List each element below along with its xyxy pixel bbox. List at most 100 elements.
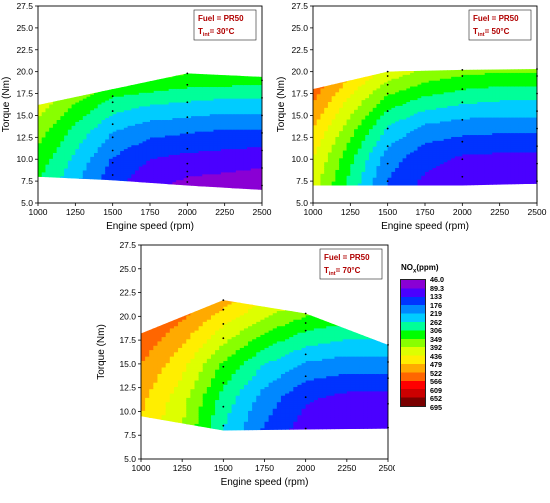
contour-cell xyxy=(150,186,154,189)
contour-cell xyxy=(124,83,128,86)
contour-cell xyxy=(64,81,68,84)
contour-cell xyxy=(113,79,117,82)
contour-cell xyxy=(116,182,120,185)
contour-cell xyxy=(45,188,49,191)
contour-cell xyxy=(113,83,117,86)
contour-cell xyxy=(146,75,150,78)
contour-cell xyxy=(105,180,109,183)
contour-cell xyxy=(328,75,332,78)
contour-cell xyxy=(391,69,395,72)
data-point xyxy=(112,150,114,152)
contour-cell xyxy=(165,186,169,189)
contour-cell xyxy=(57,75,61,78)
contour-cell xyxy=(83,178,87,181)
y-tick-label: 12.5 xyxy=(16,132,33,142)
contour-cell xyxy=(42,188,46,191)
contour-cell xyxy=(320,79,324,82)
contour-cell xyxy=(120,180,124,183)
data-point xyxy=(186,163,188,165)
contour-cell xyxy=(49,79,53,82)
contour-cell xyxy=(317,83,321,86)
contour-cell xyxy=(45,178,49,181)
contour-cell xyxy=(210,186,214,189)
contour-cell xyxy=(57,180,61,183)
contour-cell xyxy=(75,85,79,88)
data-point xyxy=(186,176,188,178)
contour-cell xyxy=(72,180,76,183)
contour-cell xyxy=(94,89,98,92)
contour-cell xyxy=(53,73,57,76)
contour-cell xyxy=(68,91,72,94)
contour-cell xyxy=(49,85,53,88)
contour-cell xyxy=(98,73,102,76)
contour-cell xyxy=(146,77,150,80)
contour-cell xyxy=(75,73,79,76)
contour-cell xyxy=(365,184,369,187)
contour-cell xyxy=(101,73,105,76)
contour-cell xyxy=(90,188,94,191)
contour-cell xyxy=(60,91,64,94)
contour-cell xyxy=(139,75,143,78)
contour-cell xyxy=(347,77,351,80)
contour-cell xyxy=(143,79,147,82)
contour-cell xyxy=(101,188,105,191)
contour-cell xyxy=(109,186,113,189)
contour-cell xyxy=(49,81,53,84)
contour-cell xyxy=(72,79,76,82)
contour-cell xyxy=(90,73,94,76)
contour-cell xyxy=(98,83,102,86)
contour-cell xyxy=(90,182,94,185)
contour-cell xyxy=(87,184,91,187)
contour-cell xyxy=(60,81,64,84)
contour-cell xyxy=(79,77,83,80)
contour-cell xyxy=(42,186,46,189)
contour-cell xyxy=(98,81,102,84)
contour-cell xyxy=(221,188,225,191)
contour-cell xyxy=(38,89,42,92)
contour-cell xyxy=(150,73,154,76)
contour-cell xyxy=(79,75,83,78)
contour-cell xyxy=(53,99,57,102)
contour-cell xyxy=(75,184,79,187)
contour-cell xyxy=(109,73,113,76)
contour-cell xyxy=(161,188,165,191)
contour-cell xyxy=(68,176,72,179)
contour-cell xyxy=(98,75,102,78)
contour-cell xyxy=(376,69,380,72)
data-point xyxy=(112,95,114,97)
contour-cell xyxy=(328,71,332,74)
contour-cell xyxy=(146,73,150,76)
contour-cell xyxy=(225,188,229,191)
contour-cell xyxy=(60,73,64,76)
contour-cell xyxy=(75,182,79,185)
contour-cell xyxy=(109,75,113,78)
contour-cell xyxy=(90,77,94,80)
contour-cell xyxy=(45,83,49,86)
contour-cell xyxy=(57,73,61,76)
contour-cell xyxy=(87,73,91,76)
contour-cell xyxy=(105,85,109,88)
contour-cell xyxy=(53,91,57,94)
contour-cell xyxy=(87,180,91,183)
contour-cell xyxy=(161,75,165,78)
contour-cell xyxy=(135,77,139,80)
contour-cell xyxy=(124,184,128,187)
contour-cell xyxy=(68,73,72,76)
contour-cell xyxy=(72,188,76,191)
contour-cell xyxy=(109,77,113,80)
contour-cell xyxy=(42,178,46,181)
contour-cell xyxy=(68,87,72,90)
contour-cell xyxy=(49,77,53,80)
contour-cell xyxy=(320,81,324,84)
contour-cell xyxy=(72,182,76,185)
contour-cell xyxy=(128,180,132,183)
data-point xyxy=(186,84,188,86)
contour-cell xyxy=(109,81,113,84)
contour-cell xyxy=(313,77,317,80)
data-point xyxy=(186,116,188,118)
contour-cell xyxy=(75,91,79,94)
contour-cell xyxy=(131,81,135,84)
contour-cell xyxy=(57,81,61,84)
contour-cell xyxy=(332,69,336,72)
contour-cell xyxy=(60,180,64,183)
